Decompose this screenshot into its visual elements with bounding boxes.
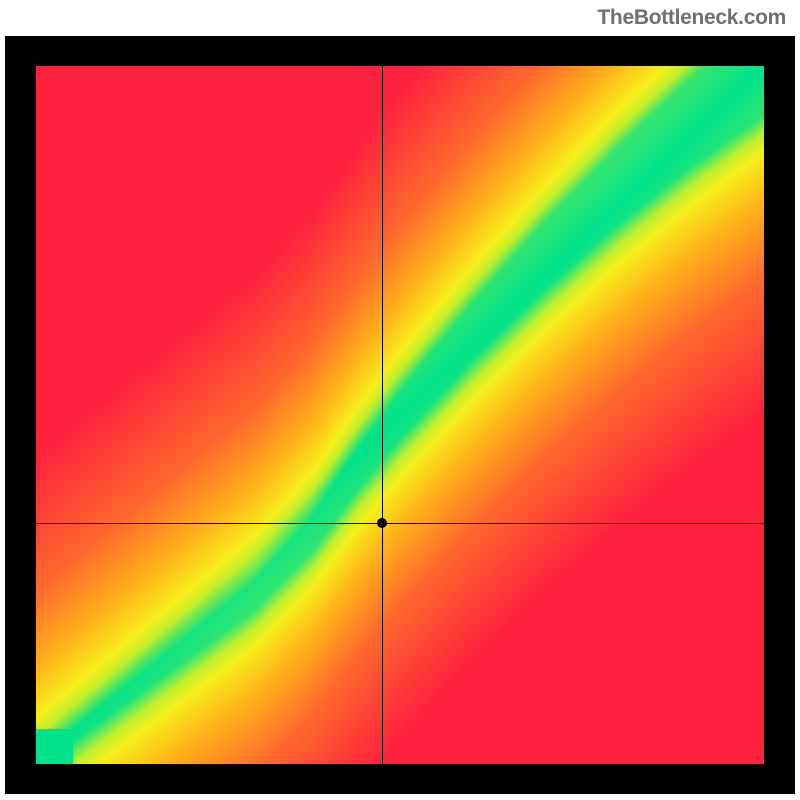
- watermark-label: TheBottleneck.com: [597, 6, 786, 30]
- crosshair-vertical: [382, 66, 383, 764]
- selection-marker: [377, 518, 387, 528]
- chart-container: TheBottleneck.com: [0, 0, 800, 800]
- heatmap-canvas: [36, 66, 764, 764]
- crosshair-horizontal: [36, 523, 764, 524]
